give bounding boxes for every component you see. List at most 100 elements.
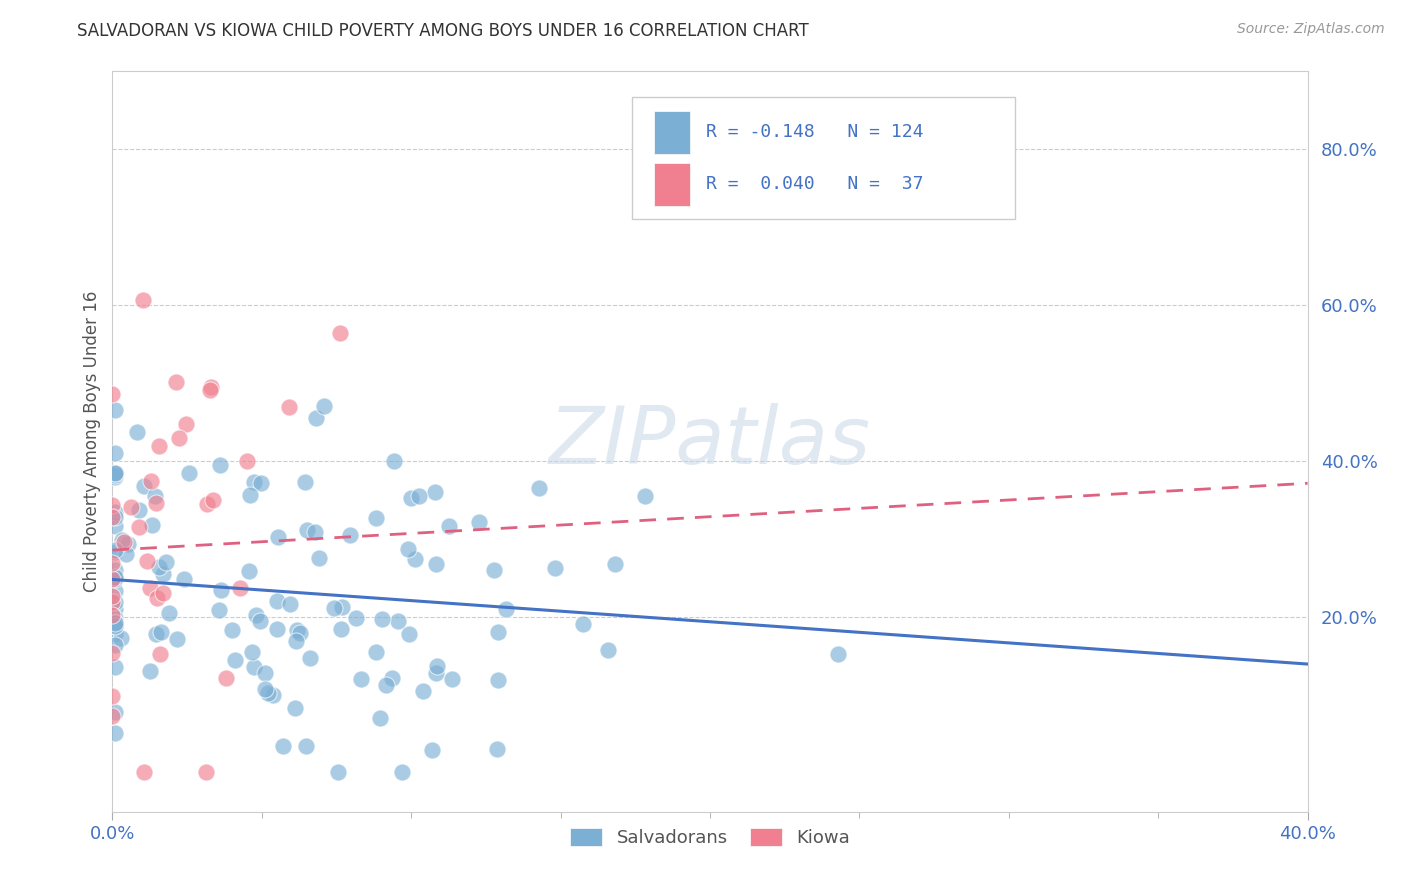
Point: [173, 572, 195, 586]
Point: [228, 581, 250, 595]
Point: [101, 589, 124, 603]
Point: [112, 535, 135, 549]
Point: [396, 541, 419, 556]
Point: [104, 403, 127, 417]
Point: [104, 615, 127, 629]
Point: [104, 627, 127, 641]
Point: [827, 647, 849, 661]
Point: [104, 638, 127, 652]
Point: [294, 475, 316, 490]
Point: [544, 560, 567, 574]
Point: [339, 528, 361, 542]
Point: [381, 671, 404, 685]
FancyBboxPatch shape: [633, 97, 1015, 219]
Point: [167, 432, 190, 446]
Point: [141, 517, 163, 532]
Point: [165, 375, 187, 389]
Point: [101, 387, 124, 401]
Point: [104, 659, 127, 673]
Point: [104, 618, 127, 632]
Point: [242, 660, 264, 674]
Point: [166, 632, 188, 647]
Point: [104, 595, 127, 609]
Point: [262, 688, 284, 702]
Point: [297, 523, 319, 537]
Point: [104, 467, 127, 481]
Point: [208, 603, 231, 617]
Point: [284, 634, 307, 648]
Point: [179, 466, 201, 480]
Point: [104, 470, 127, 484]
Point: [157, 606, 180, 620]
Text: R =  0.040   N =  37: R = 0.040 N = 37: [706, 175, 924, 193]
Point: [152, 566, 174, 581]
Point: [634, 489, 657, 503]
Point: [152, 585, 174, 599]
Point: [299, 650, 322, 665]
Point: [148, 439, 170, 453]
Point: [194, 764, 217, 779]
Point: [408, 489, 430, 503]
Point: [215, 671, 238, 685]
Point: [288, 625, 311, 640]
Point: [104, 619, 127, 633]
Point: [127, 425, 149, 440]
Point: [382, 454, 405, 468]
Point: [239, 488, 262, 502]
Point: [128, 519, 150, 533]
Point: [482, 563, 505, 577]
Point: [209, 458, 232, 472]
Point: [364, 511, 387, 525]
FancyBboxPatch shape: [654, 163, 690, 206]
Point: [104, 544, 127, 558]
Point: [245, 608, 267, 623]
Point: [132, 293, 155, 307]
Point: [143, 489, 166, 503]
Point: [412, 684, 434, 698]
Point: [253, 665, 276, 680]
Point: [104, 509, 127, 524]
Point: [249, 615, 271, 629]
Point: [267, 530, 290, 544]
Point: [364, 645, 387, 659]
Point: [603, 557, 626, 571]
Point: [529, 481, 551, 495]
Point: [198, 383, 221, 397]
Point: [111, 533, 134, 548]
Point: [104, 504, 127, 518]
Point: [243, 475, 266, 489]
Point: [104, 571, 127, 585]
Point: [312, 399, 335, 413]
Point: [284, 701, 307, 715]
Point: [150, 624, 173, 639]
Point: [104, 573, 127, 587]
Point: [148, 560, 170, 574]
Point: [104, 616, 127, 631]
Text: Source: ZipAtlas.com: Source: ZipAtlas.com: [1237, 22, 1385, 37]
Text: R = -0.148   N = 124: R = -0.148 N = 124: [706, 123, 924, 141]
Point: [101, 607, 124, 622]
Point: [486, 625, 509, 640]
Point: [304, 525, 326, 540]
Y-axis label: Child Poverty Among Boys Under 16: Child Poverty Among Boys Under 16: [83, 291, 101, 592]
FancyBboxPatch shape: [654, 112, 690, 154]
Point: [101, 510, 124, 524]
Point: [104, 569, 127, 583]
Point: [104, 611, 127, 625]
Point: [104, 705, 127, 719]
Point: [266, 622, 288, 636]
Point: [271, 739, 294, 754]
Point: [120, 500, 142, 515]
Point: [374, 678, 396, 692]
Point: [278, 597, 301, 611]
Point: [425, 485, 447, 500]
Point: [101, 595, 124, 609]
Point: [236, 454, 259, 468]
Point: [391, 764, 413, 779]
Point: [200, 380, 222, 394]
Point: [155, 555, 177, 569]
Point: [304, 411, 326, 425]
Point: [277, 400, 299, 414]
Point: [254, 682, 277, 697]
Point: [387, 615, 409, 629]
